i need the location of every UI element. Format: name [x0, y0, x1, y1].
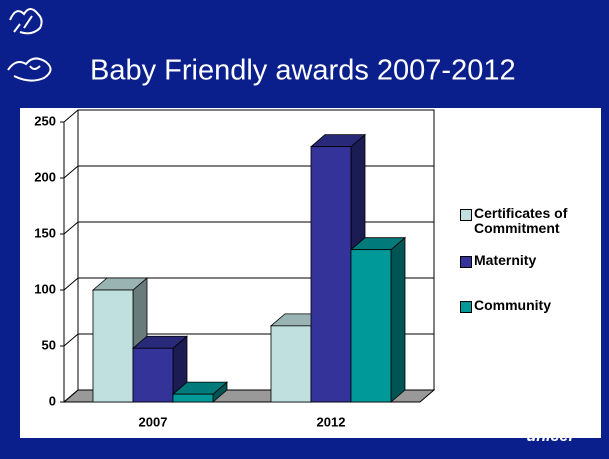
legend-swatch	[460, 256, 472, 268]
x-tick-label: 2007	[139, 414, 168, 429]
grid-line-side	[63, 165, 79, 179]
legend-label: Maternity	[474, 252, 537, 268]
logo-text: unicef	[526, 428, 575, 445]
chart-title: Baby Friendly awards 2007-2012	[90, 55, 516, 87]
bar	[172, 393, 214, 403]
grid-line-side	[63, 277, 79, 291]
y-tick-label: 50	[42, 337, 56, 352]
grid-line-side	[63, 221, 79, 235]
y-tick-label: 250	[34, 113, 56, 128]
bar-side	[390, 236, 406, 403]
grid-line-side	[63, 109, 79, 123]
bar	[310, 146, 352, 403]
grid-line-side	[63, 389, 79, 403]
legend-label: Certificates of Commitment	[474, 205, 568, 236]
y-tick-label: 0	[49, 393, 56, 408]
legend-label: Community	[474, 297, 551, 313]
grid-line-side	[63, 333, 79, 347]
bar	[350, 249, 392, 403]
x-tick-label: 2012	[317, 414, 346, 429]
y-tick-label: 200	[34, 169, 56, 184]
legend-swatch	[460, 209, 472, 221]
y-tick-label: 150	[34, 225, 56, 240]
bar	[92, 289, 134, 403]
y-tick-label: 100	[34, 281, 56, 296]
bar	[132, 347, 174, 403]
bar	[270, 325, 312, 403]
legend-swatch	[460, 301, 472, 313]
logo-drawing	[7, 8, 52, 82]
